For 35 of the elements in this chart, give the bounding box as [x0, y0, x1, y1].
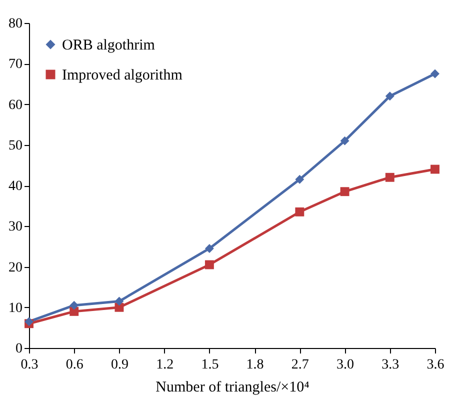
y-tick-label: 70: [8, 57, 22, 72]
point: [204, 260, 214, 270]
point: [385, 92, 394, 101]
x-tick-label: 0.6: [66, 358, 84, 372]
y-tick-label: 10: [8, 300, 22, 316]
x-tick-label: 3.3: [382, 358, 400, 372]
point: [295, 174, 304, 184]
point: [70, 306, 79, 316]
legend-label: ORB algothrim: [62, 38, 156, 54]
x-tick-label: 1.2: [156, 358, 174, 372]
x-tick-label: 0.9: [110, 358, 128, 372]
point: [430, 164, 440, 174]
point: [340, 187, 350, 196]
x-tick-label: 1.5: [201, 358, 219, 372]
legend-label: Improved algorithm: [62, 68, 183, 84]
point: [70, 300, 79, 310]
y-tick-label: 0: [16, 342, 22, 356]
y-tick-label: 80: [8, 16, 22, 32]
y-tick-label: 20: [8, 260, 22, 276]
point: [385, 172, 394, 182]
x-tick-label: 1.8: [246, 358, 264, 372]
y-tick-label: 50: [8, 138, 22, 154]
point: [340, 136, 350, 146]
x-tick-label: 2.7: [291, 358, 309, 372]
x-tick-label: 3.6: [426, 358, 444, 372]
y-tick-label: 30: [8, 220, 22, 235]
x-tick-label: 0.3: [20, 358, 38, 372]
y-tick-label: 40: [8, 179, 22, 194]
point: [204, 244, 214, 253]
point: [430, 69, 440, 78]
point: [295, 207, 304, 216]
point: [114, 296, 124, 306]
x-tick-label: 3.0: [336, 358, 354, 372]
x-axis-title: Number of triangles/×10⁴: [156, 380, 310, 396]
y-tick-label: 60: [8, 98, 22, 113]
